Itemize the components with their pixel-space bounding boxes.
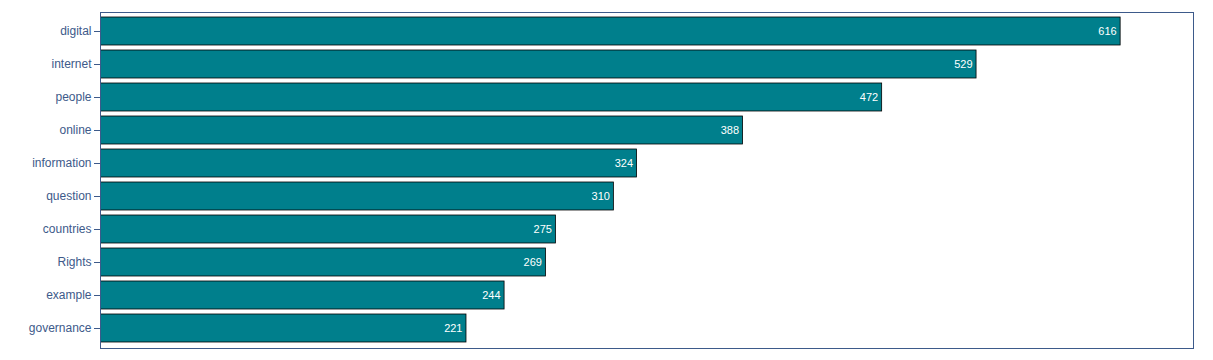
svg-text:616: 616: [1098, 25, 1116, 37]
svg-text:310: 310: [592, 190, 610, 202]
svg-text:example: example: [46, 288, 92, 302]
svg-text:Rights: Rights: [57, 255, 91, 269]
svg-text:244: 244: [482, 289, 500, 301]
svg-text:question: question: [46, 189, 91, 203]
svg-text:221: 221: [444, 322, 462, 334]
svg-text:269: 269: [524, 256, 542, 268]
svg-text:digital: digital: [60, 24, 91, 38]
svg-text:472: 472: [860, 91, 878, 103]
svg-text:countries: countries: [43, 222, 92, 236]
svg-text:internet: internet: [51, 57, 92, 71]
svg-text:governance: governance: [29, 321, 92, 335]
svg-text:529: 529: [954, 58, 972, 70]
svg-text:online: online: [59, 123, 91, 137]
svg-text:324: 324: [615, 157, 633, 169]
svg-text:information: information: [32, 156, 91, 170]
svg-text:people: people: [55, 90, 91, 104]
svg-text:275: 275: [534, 223, 552, 235]
svg-text:388: 388: [721, 124, 739, 136]
